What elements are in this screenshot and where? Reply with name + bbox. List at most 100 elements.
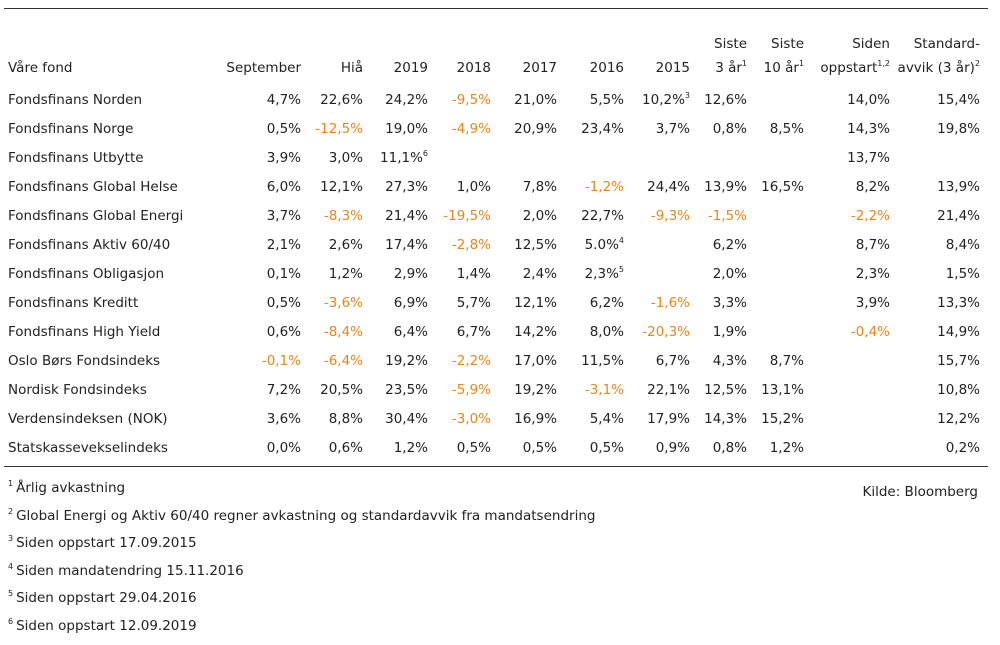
cell-value: 23,4%	[581, 121, 624, 137]
table-cell: 3,7%	[221, 202, 301, 231]
table-row: Fondsfinans Global Energi 3,7% -8,3% 21,4% -…	[0, 202, 1000, 231]
cell-value: 30,4%	[385, 411, 428, 427]
table-cell	[724, 260, 804, 289]
table-cell	[724, 289, 804, 318]
cell-value: 24,4%	[647, 179, 690, 195]
fund-name: Fondsfinans Obligasjon	[8, 266, 165, 282]
cell-value: -3,6%	[323, 295, 363, 311]
table-cell: 7,2%	[221, 376, 301, 405]
footnote-marker: 6	[422, 149, 428, 158]
cell-value: 8,7%	[769, 353, 804, 369]
cell-value: 12,2%	[937, 411, 980, 427]
column-header-text: 10 år	[763, 60, 799, 76]
cell-value: 16,5%	[761, 179, 804, 195]
table-cell: 0,5%	[411, 434, 491, 463]
fund-name: Nordisk Fondsindeks	[8, 382, 147, 398]
footnote-text: Siden mandatendring 15.11.2016	[16, 562, 244, 579]
footnote-marker: 1	[798, 59, 804, 68]
footnote-number: 6	[8, 616, 14, 626]
table-cell: 19,0%	[348, 115, 428, 144]
footnote: 2 Global Energi og Aktiv 60/40 regner avk…	[8, 507, 595, 524]
cell-value: 2,1%	[266, 237, 301, 253]
cell-value: 13,7%	[847, 150, 890, 166]
table-cell: 1,2%	[348, 434, 428, 463]
table-cell: 1,5%	[900, 260, 980, 289]
table-cell: 6,7%	[411, 318, 491, 347]
cell-value: 0,2%	[945, 440, 980, 456]
cell-value: -1,5%	[707, 208, 747, 224]
column-header: 2018	[419, 34, 491, 78]
cell-value: -8,4%	[323, 324, 363, 340]
cell-value: 1,0%	[456, 179, 491, 195]
table-cell: -2,8%	[411, 231, 491, 260]
table-cell: -1,2%	[544, 173, 624, 202]
table-row: Fondsfinans High Yield 0,6% -8,4% 6,4% 6,7% 1…	[0, 318, 1000, 347]
cell-value: 14,3%	[704, 411, 747, 427]
table-row: Fondsfinans Norden 4,7% 22,6% 24,2% -9,5% 21,…	[0, 86, 1000, 115]
table-cell: -1,5%	[667, 202, 747, 231]
column-header: Standard-avvik (3 år)2	[890, 34, 980, 78]
table-cell: 13,7%	[810, 144, 890, 173]
cell-value: 17,0%	[514, 353, 557, 369]
footnote-marker: 1	[741, 59, 747, 68]
cell-value: 19,2%	[514, 382, 557, 398]
cell-value: 0,9%	[655, 440, 690, 456]
cell-value: 11,5%	[581, 353, 624, 369]
cell-value: 21,4%	[385, 208, 428, 224]
header-fund-name: Våre fond	[8, 34, 208, 78]
table-cell: 12,5%	[667, 376, 747, 405]
cell-value: 2,0%	[522, 208, 557, 224]
column-header-text: 2018	[456, 60, 491, 76]
table-cell: 14,0%	[810, 86, 890, 115]
table-row: Fondsfinans Aktiv 60/40 2,1% 2,6% 17,4% -2,8…	[0, 231, 1000, 260]
table-cell	[724, 231, 804, 260]
cell-value: 19,8%	[937, 121, 980, 137]
cell-value: 0,5%	[522, 440, 557, 456]
column-header-line2: oppstart1,2	[820, 58, 890, 78]
table-cell: -20,3%	[610, 318, 690, 347]
footnote: 5 Siden oppstart 29.04.2016	[8, 590, 197, 607]
table-cell: 2,6%	[283, 231, 363, 260]
table-bottom-rule	[4, 466, 988, 467]
column-header: 2017	[485, 34, 557, 78]
cell-value: 24,2%	[385, 92, 428, 108]
table-cell: -8,3%	[283, 202, 363, 231]
table-row: Oslo Børs Fondsindeks -0,1% -6,4% 19,2% -2,2…	[0, 347, 1000, 376]
cell-value: 1,4%	[456, 266, 491, 282]
fund-name: Fondsfinans Norge	[8, 121, 134, 137]
table-cell: 11,1%6	[348, 144, 428, 173]
fund-name: Fondsfinans Global Energi	[8, 208, 184, 224]
table-cell: 0,6%	[283, 434, 363, 463]
column-header-line2: 2016	[590, 58, 624, 78]
column-header-line2: 2019	[394, 58, 428, 78]
column-header-text: 2015	[655, 60, 690, 76]
cell-value: -6,4%	[323, 353, 363, 369]
cell-value: -19,5%	[443, 208, 491, 224]
cell-value: 2,4%	[522, 266, 557, 282]
table-top-rule	[4, 8, 988, 9]
column-header: 2019	[356, 34, 428, 78]
table-cell: 0,5%	[221, 115, 301, 144]
table-cell: 23,4%	[544, 115, 624, 144]
cell-value: 7,2%	[266, 382, 301, 398]
cell-value: 21,4%	[937, 208, 980, 224]
table-cell: 12,1%	[477, 289, 557, 318]
cell-value: 2,3%	[855, 266, 890, 282]
table-cell: 5,7%	[411, 289, 491, 318]
column-header-text: Hiå	[340, 60, 363, 76]
table-cell: 12,5%	[477, 231, 557, 260]
table-cell: 12,6%	[667, 86, 747, 115]
column-header-line2: 3 år1	[715, 58, 747, 78]
cell-value: 3,9%	[266, 150, 301, 166]
footnote: 3 Siden oppstart 17.09.2015	[8, 535, 197, 552]
cell-value: -0,1%	[261, 353, 301, 369]
table-cell: 0,5%	[544, 434, 624, 463]
cell-value: -2,8%	[451, 237, 491, 253]
cell-value: -2,2%	[850, 208, 890, 224]
table-cell: 13,1%	[724, 376, 804, 405]
table-cell: -9,5%	[411, 86, 491, 115]
table-row: Fondsfinans Kreditt 0,5% -3,6% 6,9% 5,7% 12,1…	[0, 289, 1000, 318]
table-cell: 6,9%	[348, 289, 428, 318]
table-cell: 15,4%	[900, 86, 980, 115]
fund-name: Statskassevekselindeks	[8, 440, 168, 456]
